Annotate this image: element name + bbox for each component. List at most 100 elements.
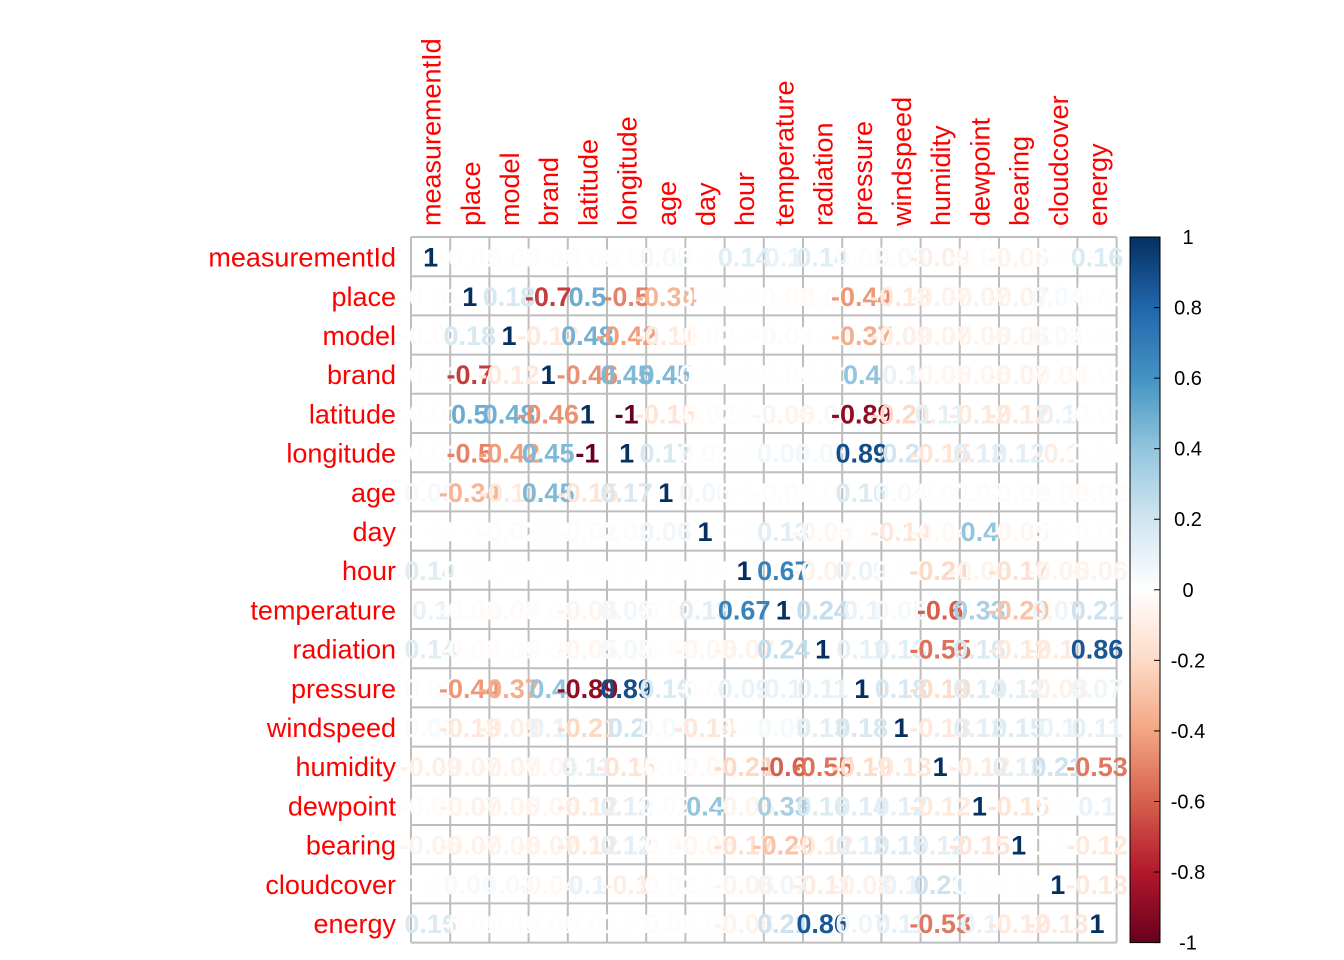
cell-value-temperature-latitude: -0.06 — [557, 595, 619, 625]
cell-value-humidity-humidity: 1 — [933, 752, 948, 782]
cell-value-pressure-pressure: 1 — [854, 674, 869, 704]
cell-value-radiation-windspeed: 0.13 — [875, 635, 928, 665]
cell-value-measurementId-model: -0.02 — [478, 243, 540, 273]
cell-value-brand-latitude: -0.46 — [557, 360, 619, 390]
cell-value-longitude-hour: 0.01 — [718, 439, 771, 469]
cell-value-model-longitude: -0.42 — [596, 321, 658, 351]
cell-value-humidity-cloudcover: 0.21 — [1032, 752, 1085, 782]
cell-value-humidity-brand: -0.05 — [517, 752, 579, 782]
cell-value-model-radiation: -0.01 — [792, 321, 854, 351]
cell-value-energy-radiation: 0.86 — [796, 909, 849, 939]
cell-value-longitude-measurementId: -0.01 — [400, 439, 462, 469]
cell-value-day-humidity: -0.04 — [909, 517, 971, 547]
colorbar-tick-label: -0.6 — [1171, 791, 1205, 813]
cell-value-day-measurementId: 0.01 — [404, 517, 457, 547]
cell-value-pressure-dewpoint: 0.14 — [953, 674, 1006, 704]
cell-value-measurementId-place: -0.01 — [439, 243, 501, 273]
cell-value-pressure-energy: 0.07 — [1071, 674, 1124, 704]
cell-value-day-dewpoint: 0.4 — [961, 517, 999, 547]
cell-value-dewpoint-temperature: 0.33 — [757, 791, 810, 821]
cell-value-place-bearing: -0.07 — [988, 282, 1050, 312]
cell-value-place-measurementId: -0.01 — [400, 282, 462, 312]
cell-value-place-radiation: -0.02 — [792, 282, 854, 312]
cell-value-humidity-dewpoint: -0.12 — [949, 752, 1011, 782]
cell-value-radiation-dewpoint: 0.16 — [953, 635, 1006, 665]
cell-value-bearing-model: -0.06 — [478, 831, 540, 861]
cell-value-latitude-age: -0.15 — [635, 399, 697, 429]
cell-value-model-energy: -0.01 — [1066, 321, 1128, 351]
cell-value-bearing-latitude: -0.12 — [557, 831, 619, 861]
cell-value-energy-place: -0.01 — [439, 909, 501, 939]
cell-value-latitude-dewpoint: -0.12 — [949, 399, 1011, 429]
cell-value-energy-model: -0.01 — [478, 909, 540, 939]
cell-value-age-day: 0.06 — [679, 478, 732, 508]
cell-value-energy-day: -0.01 — [674, 909, 736, 939]
cell-value-windspeed-day: -0.14 — [674, 713, 736, 743]
cell-value-cloudcover-hour: -0.06 — [713, 870, 775, 900]
cell-value-radiation-brand: -0.01 — [517, 635, 579, 665]
row-label-age: age — [351, 478, 396, 508]
cell-value-bearing-humidity: 0.12 — [914, 831, 967, 861]
cell-value-radiation-model: -0.01 — [478, 635, 540, 665]
cell-value-bearing-windspeed: 0.15 — [875, 831, 928, 861]
cell-value-brand-windspeed: 0.1 — [882, 360, 920, 390]
cell-value-brand-dewpoint: -0.05 — [949, 360, 1011, 390]
cell-value-cloudcover-windspeed: 0.1 — [882, 870, 920, 900]
cell-value-day-model: -0.02 — [478, 517, 540, 547]
column-label-humidity: humidity — [926, 125, 956, 226]
cell-value-pressure-temperature: 0.1 — [765, 674, 803, 704]
cell-value-windspeed-latitude: -0.21 — [557, 713, 619, 743]
cell-value-longitude-longitude: 1 — [619, 439, 634, 469]
cell-value-measurementId-humidity: -0.09 — [909, 243, 971, 273]
cell-value-cloudcover-measurementId: 0.01 — [404, 870, 457, 900]
row-label-humidity: humidity — [295, 752, 396, 782]
cell-value-model-age: -0.11 — [636, 321, 696, 351]
cell-value-hour-model: 0.01 — [483, 556, 536, 586]
cell-value-pressure-radiation: 0.11 — [797, 674, 848, 704]
cell-value-model-windspeed: -0.09 — [870, 321, 932, 351]
cell-value-dewpoint-age: 0.02 — [640, 791, 693, 821]
cell-value-dewpoint-pressure: 0.14 — [836, 791, 889, 821]
colorbar-tick-label: 1 — [1182, 227, 1193, 249]
cell-value-humidity-energy: -0.53 — [1066, 752, 1128, 782]
cell-value-longitude-radiation: 0.05 — [796, 439, 849, 469]
row-label-pressure: pressure — [291, 674, 396, 704]
colorbar-tick-label: 0.6 — [1174, 368, 1202, 390]
cell-value-windspeed-temperature: 0.05 — [757, 713, 810, 743]
cell-value-model-hour: 0.01 — [718, 321, 771, 351]
cell-value-day-cloudcover: 0.01 — [1032, 517, 1085, 547]
cell-value-radiation-measurementId: 0.14 — [404, 635, 457, 665]
cell-value-hour-measurementId: 0.14 — [404, 556, 457, 586]
cell-value-radiation-bearing: -0.12 — [988, 635, 1050, 665]
cell-value-latitude-windspeed: -0.21 — [870, 399, 932, 429]
cell-value-cloudcover-longitude: -0.1 — [603, 870, 650, 900]
cell-value-age-hour: 0.01 — [718, 478, 771, 508]
cell-value-latitude-place: 0.5 — [451, 399, 489, 429]
cell-value-hour-pressure: 0.09 — [836, 556, 889, 586]
cell-value-bearing-energy: -0.12 — [1066, 831, 1128, 861]
cell-value-day-hour: 0.01 — [718, 517, 771, 547]
row-label-day: day — [352, 517, 396, 547]
column-label-cloudcover: cloudcover — [1044, 95, 1074, 226]
cell-value-temperature-cloudcover: 0.07 — [1032, 595, 1085, 625]
colorbar-tick-label: -0.4 — [1171, 721, 1205, 743]
cell-value-place-hour: 0.01 — [718, 282, 771, 312]
cell-value-radiation-place: -0.02 — [439, 635, 501, 665]
cell-value-energy-brand: -0.01 — [517, 909, 579, 939]
cell-value-hour-dewpoint: -0.06 — [949, 556, 1011, 586]
cell-value-brand-humidity: -0.05 — [909, 360, 971, 390]
cell-value-brand-model: -0.12 — [478, 360, 540, 390]
cell-value-model-bearing: -0.06 — [988, 321, 1050, 351]
cell-value-latitude-longitude: -1 — [615, 399, 639, 429]
column-label-place: place — [456, 161, 486, 226]
cell-value-latitude-radiation: -0.05 — [792, 399, 854, 429]
colorbar-tick-label: 0.8 — [1174, 298, 1202, 320]
cell-value-pressure-hour: 0.09 — [718, 674, 771, 704]
cell-value-windspeed-age: 0.04 — [640, 713, 693, 743]
cell-value-radiation-humidity: -0.55 — [909, 635, 971, 665]
cell-value-age-humidity: -0.01 — [909, 478, 971, 508]
cell-value-pressure-measurementId: 0.02 — [404, 674, 457, 704]
cell-value-day-place: 0.01 — [444, 517, 497, 547]
cell-value-place-day: 0.01 — [679, 282, 732, 312]
